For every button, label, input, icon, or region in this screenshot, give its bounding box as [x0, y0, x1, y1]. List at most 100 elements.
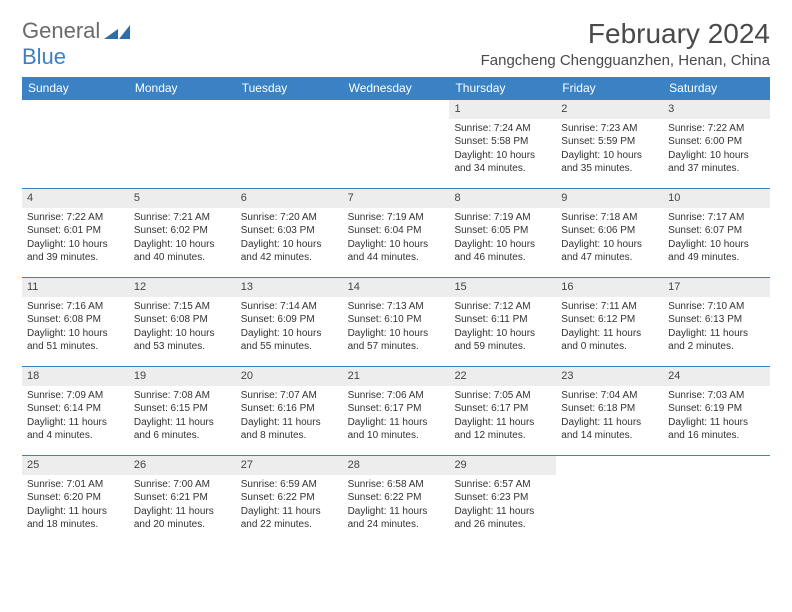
sunset-text: Sunset: 6:07 PM: [668, 224, 765, 238]
logo-text-2: Blue: [22, 44, 66, 70]
sunrise-text: Sunrise: 7:24 AM: [454, 122, 551, 136]
sunrise-text: Sunrise: 7:22 AM: [27, 211, 124, 225]
daylight-text: Daylight: 11 hours and 2 minutes.: [668, 327, 765, 354]
day-cell: 4Sunrise: 7:22 AMSunset: 6:01 PMDaylight…: [22, 189, 129, 277]
daylight-text: Daylight: 11 hours and 0 minutes.: [561, 327, 658, 354]
sunrise-text: Sunrise: 7:06 AM: [348, 389, 445, 403]
day-body: Sunrise: 7:22 AMSunset: 6:01 PMDaylight:…: [22, 208, 129, 268]
day-body: Sunrise: 7:03 AMSunset: 6:19 PMDaylight:…: [663, 386, 770, 446]
sunset-text: Sunset: 6:16 PM: [241, 402, 338, 416]
calendar: SundayMondayTuesdayWednesdayThursdayFrid…: [22, 77, 770, 544]
daylight-text: Daylight: 10 hours and 42 minutes.: [241, 238, 338, 265]
day-body: Sunrise: 6:57 AMSunset: 6:23 PMDaylight:…: [449, 475, 556, 535]
daylight-text: Daylight: 11 hours and 12 minutes.: [454, 416, 551, 443]
sunrise-text: Sunrise: 6:58 AM: [348, 478, 445, 492]
daylight-text: Daylight: 10 hours and 37 minutes.: [668, 149, 765, 176]
sunrise-text: Sunrise: 7:16 AM: [27, 300, 124, 314]
logo-text-1: General: [22, 18, 100, 44]
day-number: 14: [343, 278, 450, 297]
daylight-text: Daylight: 11 hours and 8 minutes.: [241, 416, 338, 443]
daylight-text: Daylight: 11 hours and 24 minutes.: [348, 505, 445, 532]
sunset-text: Sunset: 6:01 PM: [27, 224, 124, 238]
sunrise-text: Sunrise: 7:23 AM: [561, 122, 658, 136]
day-number: 17: [663, 278, 770, 297]
sunrise-text: Sunrise: 7:19 AM: [348, 211, 445, 225]
daylight-text: Daylight: 11 hours and 26 minutes.: [454, 505, 551, 532]
week-row: 4Sunrise: 7:22 AMSunset: 6:01 PMDaylight…: [22, 188, 770, 277]
logo-icon: [104, 23, 130, 39]
day-cell: 27Sunrise: 6:59 AMSunset: 6:22 PMDayligh…: [236, 456, 343, 544]
sunset-text: Sunset: 6:14 PM: [27, 402, 124, 416]
sunrise-text: Sunrise: 7:03 AM: [668, 389, 765, 403]
sunrise-text: Sunrise: 7:13 AM: [348, 300, 445, 314]
day-body: Sunrise: 7:15 AMSunset: 6:08 PMDaylight:…: [129, 297, 236, 357]
day-cell: 9Sunrise: 7:18 AMSunset: 6:06 PMDaylight…: [556, 189, 663, 277]
weeks-container: 1Sunrise: 7:24 AMSunset: 5:58 PMDaylight…: [22, 99, 770, 544]
day-number: 18: [22, 367, 129, 386]
daylight-text: Daylight: 10 hours and 40 minutes.: [134, 238, 231, 265]
day-body: Sunrise: 7:06 AMSunset: 6:17 PMDaylight:…: [343, 386, 450, 446]
weekday-header: Wednesday: [343, 77, 450, 99]
empty-cell: [556, 456, 663, 544]
day-number: 7: [343, 189, 450, 208]
sunset-text: Sunset: 6:18 PM: [561, 402, 658, 416]
sunset-text: Sunset: 6:11 PM: [454, 313, 551, 327]
weekday-header: Friday: [556, 77, 663, 99]
day-number: 1: [449, 100, 556, 119]
day-cell: 22Sunrise: 7:05 AMSunset: 6:17 PMDayligh…: [449, 367, 556, 455]
daylight-text: Daylight: 11 hours and 4 minutes.: [27, 416, 124, 443]
day-number: 29: [449, 456, 556, 475]
location: Fangcheng Chengguanzhen, Henan, China: [481, 52, 770, 69]
day-body: Sunrise: 7:12 AMSunset: 6:11 PMDaylight:…: [449, 297, 556, 357]
sunset-text: Sunset: 6:04 PM: [348, 224, 445, 238]
weekday-header: Saturday: [663, 77, 770, 99]
day-number: 8: [449, 189, 556, 208]
daylight-text: Daylight: 10 hours and 35 minutes.: [561, 149, 658, 176]
day-body: Sunrise: 7:00 AMSunset: 6:21 PMDaylight:…: [129, 475, 236, 535]
sunset-text: Sunset: 6:17 PM: [348, 402, 445, 416]
daylight-text: Daylight: 10 hours and 57 minutes.: [348, 327, 445, 354]
day-cell: 26Sunrise: 7:00 AMSunset: 6:21 PMDayligh…: [129, 456, 236, 544]
sunset-text: Sunset: 6:22 PM: [241, 491, 338, 505]
sunset-text: Sunset: 6:00 PM: [668, 135, 765, 149]
day-cell: 12Sunrise: 7:15 AMSunset: 6:08 PMDayligh…: [129, 278, 236, 366]
month-title: February 2024: [481, 18, 770, 50]
daylight-text: Daylight: 11 hours and 20 minutes.: [134, 505, 231, 532]
day-number: 27: [236, 456, 343, 475]
logo: General: [22, 18, 130, 44]
daylight-text: Daylight: 10 hours and 46 minutes.: [454, 238, 551, 265]
day-number: 3: [663, 100, 770, 119]
sunrise-text: Sunrise: 7:05 AM: [454, 389, 551, 403]
sunset-text: Sunset: 5:59 PM: [561, 135, 658, 149]
day-cell: 18Sunrise: 7:09 AMSunset: 6:14 PMDayligh…: [22, 367, 129, 455]
day-body: Sunrise: 7:17 AMSunset: 6:07 PMDaylight:…: [663, 208, 770, 268]
day-cell: 25Sunrise: 7:01 AMSunset: 6:20 PMDayligh…: [22, 456, 129, 544]
day-number: 11: [22, 278, 129, 297]
day-cell: 24Sunrise: 7:03 AMSunset: 6:19 PMDayligh…: [663, 367, 770, 455]
day-number: 20: [236, 367, 343, 386]
sunset-text: Sunset: 6:10 PM: [348, 313, 445, 327]
weekday-header: Thursday: [449, 77, 556, 99]
day-number: 24: [663, 367, 770, 386]
day-body: Sunrise: 7:18 AMSunset: 6:06 PMDaylight:…: [556, 208, 663, 268]
sunset-text: Sunset: 6:13 PM: [668, 313, 765, 327]
sunrise-text: Sunrise: 7:20 AM: [241, 211, 338, 225]
day-cell: 8Sunrise: 7:19 AMSunset: 6:05 PMDaylight…: [449, 189, 556, 277]
sunrise-text: Sunrise: 7:11 AM: [561, 300, 658, 314]
daylight-text: Daylight: 11 hours and 10 minutes.: [348, 416, 445, 443]
empty-cell: [236, 100, 343, 188]
daylight-text: Daylight: 11 hours and 16 minutes.: [668, 416, 765, 443]
day-number: 5: [129, 189, 236, 208]
sunset-text: Sunset: 6:08 PM: [134, 313, 231, 327]
daylight-text: Daylight: 11 hours and 6 minutes.: [134, 416, 231, 443]
day-cell: 23Sunrise: 7:04 AMSunset: 6:18 PMDayligh…: [556, 367, 663, 455]
day-cell: 29Sunrise: 6:57 AMSunset: 6:23 PMDayligh…: [449, 456, 556, 544]
daylight-text: Daylight: 10 hours and 55 minutes.: [241, 327, 338, 354]
daylight-text: Daylight: 10 hours and 49 minutes.: [668, 238, 765, 265]
day-cell: 11Sunrise: 7:16 AMSunset: 6:08 PMDayligh…: [22, 278, 129, 366]
day-body: Sunrise: 7:19 AMSunset: 6:05 PMDaylight:…: [449, 208, 556, 268]
sunset-text: Sunset: 6:17 PM: [454, 402, 551, 416]
daylight-text: Daylight: 11 hours and 22 minutes.: [241, 505, 338, 532]
sunrise-text: Sunrise: 7:08 AM: [134, 389, 231, 403]
day-number: 4: [22, 189, 129, 208]
